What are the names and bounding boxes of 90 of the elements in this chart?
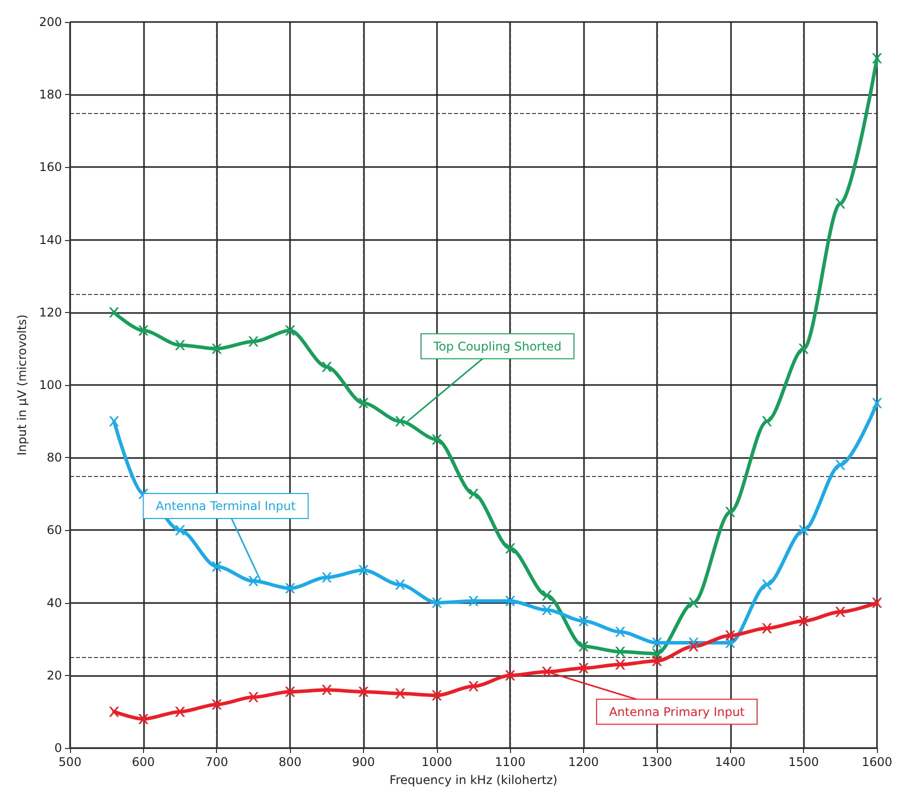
x-tick-label: 500 [58, 755, 82, 769]
y-tick-label: 160 [39, 160, 62, 174]
y-tick-label: 20 [46, 668, 62, 682]
point [358, 565, 368, 576]
x-axis-title: Frequency in kHz (kilohertz) [390, 773, 558, 787]
annotation: Antenna Primary Input [609, 704, 745, 719]
point [798, 344, 809, 354]
point [175, 340, 186, 350]
point [468, 488, 478, 499]
point [285, 583, 296, 594]
point [872, 53, 882, 64]
point [762, 580, 772, 590]
point [505, 596, 516, 606]
x-tick-label: 1500 [788, 755, 819, 769]
point [505, 543, 516, 554]
point [688, 598, 699, 608]
point [652, 638, 662, 648]
y-tick-label: 180 [39, 88, 62, 102]
point [762, 416, 772, 426]
point [798, 525, 809, 536]
point [542, 666, 552, 677]
x-tick-label: 1200 [568, 755, 599, 769]
point [432, 690, 442, 700]
point [468, 596, 478, 606]
point [322, 362, 332, 372]
x-tick-label: 600 [132, 755, 155, 769]
x-tick-label: 700 [205, 755, 228, 769]
y-tick-label: 100 [39, 378, 62, 392]
y-tick-label: 80 [46, 450, 62, 465]
y-axis-title: Input in µV (microvolts) [15, 314, 29, 456]
point [652, 656, 662, 666]
point [872, 598, 882, 608]
x-tick-label: 1100 [494, 755, 526, 769]
point [432, 598, 442, 608]
point [109, 706, 120, 717]
point [578, 641, 589, 652]
x-tick-label: 1000 [422, 755, 452, 769]
point [615, 660, 626, 670]
point [468, 681, 478, 692]
point [285, 326, 296, 336]
point [175, 706, 186, 717]
y-tick-label: 140 [39, 232, 62, 247]
point [725, 507, 736, 518]
annotation: Top Coupling Shorted [432, 339, 562, 354]
point [725, 630, 736, 640]
point [835, 198, 846, 208]
point [109, 307, 120, 318]
point [395, 416, 406, 426]
point [835, 606, 846, 617]
point [578, 663, 589, 674]
point [578, 616, 589, 626]
y-tick-label: 0 [54, 741, 62, 755]
point [395, 580, 406, 590]
point [212, 562, 222, 572]
point [762, 623, 772, 634]
y-tick-label: 40 [46, 596, 62, 610]
x-tick-label: 800 [278, 755, 302, 769]
annotation: Antenna Terminal Input [156, 499, 296, 514]
point [322, 572, 332, 582]
point [542, 590, 552, 601]
point [688, 641, 699, 652]
point [432, 434, 442, 444]
point [138, 714, 148, 724]
point [248, 336, 258, 346]
point [109, 416, 120, 426]
point [615, 646, 626, 657]
point [285, 686, 296, 697]
x-tick-label: 1400 [715, 755, 746, 769]
y-tick-label: 60 [46, 523, 62, 538]
y-tick-label: 120 [39, 305, 62, 320]
point [358, 686, 368, 697]
point [175, 525, 186, 536]
point [212, 344, 222, 354]
point [798, 616, 809, 626]
point [505, 670, 516, 680]
point [322, 684, 332, 695]
point [872, 398, 882, 408]
point [358, 398, 368, 408]
point [248, 576, 258, 586]
point [542, 605, 552, 616]
point [615, 626, 626, 637]
x-tick-label: 900 [352, 755, 375, 769]
y-tick-label: 200 [39, 15, 62, 29]
point [248, 692, 258, 702]
x-tick-label: 1600 [862, 755, 892, 769]
point [835, 460, 846, 470]
point [395, 688, 406, 699]
point [138, 326, 148, 336]
point [212, 699, 222, 710]
x-tick-label: 1300 [642, 755, 672, 769]
